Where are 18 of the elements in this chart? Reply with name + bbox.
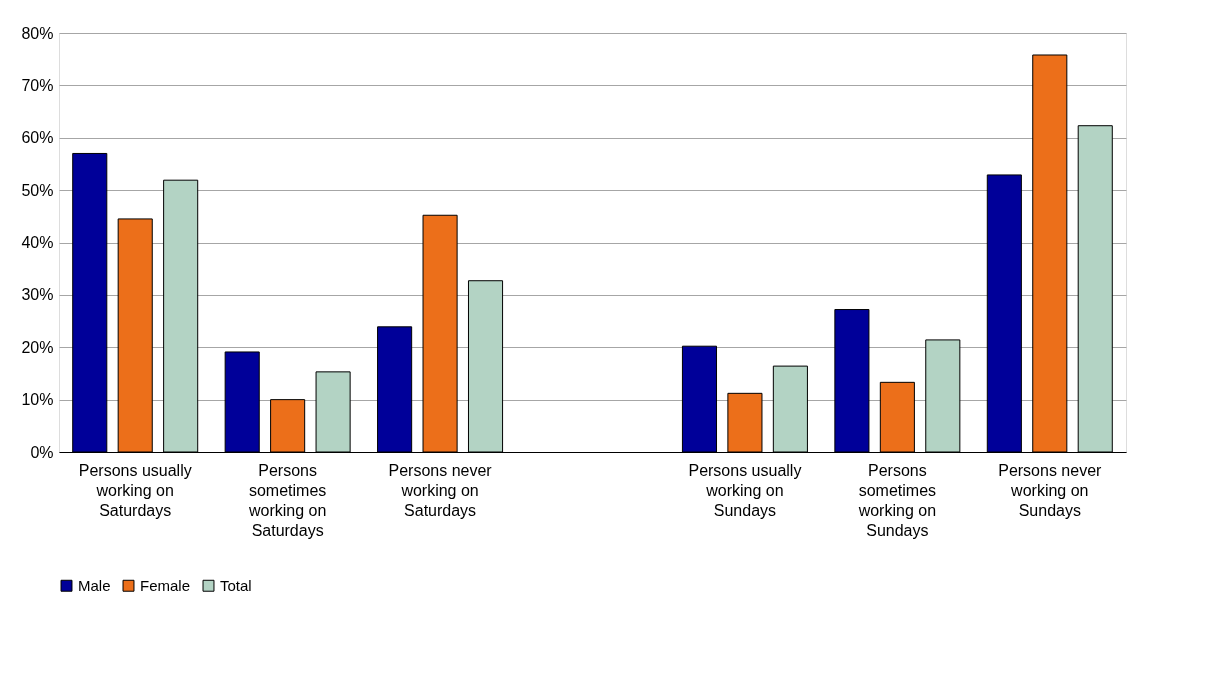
y-tick-label: 10% [21, 391, 54, 409]
legend-label: Total [220, 576, 252, 594]
y-tick-label: 50% [21, 181, 54, 199]
x-tick-label: Persons sometimes working on Sundays [857, 461, 937, 539]
y-tick-label: 60% [21, 129, 54, 147]
x-tick-label: Persons usually working on Sundays [688, 461, 802, 519]
x-tick-label: Persons never working on Sundays [998, 461, 1103, 519]
legend-label: Female [140, 576, 191, 594]
x-tick-label: Persons sometimes working on Saturdays [247, 461, 327, 539]
y-tick-label: 70% [21, 76, 54, 94]
legend-label: Male [78, 576, 111, 594]
x-tick-label: Persons usually working on Saturdays [78, 461, 192, 519]
y-tick-label: 20% [21, 338, 54, 356]
x-tick-label: Persons never working on Saturdays [388, 461, 493, 519]
y-tick-label: 0% [30, 443, 54, 461]
y-tick-label: 30% [21, 286, 54, 304]
y-tick-label: 40% [21, 234, 54, 251]
y-tick-label: 80% [21, 24, 54, 42]
